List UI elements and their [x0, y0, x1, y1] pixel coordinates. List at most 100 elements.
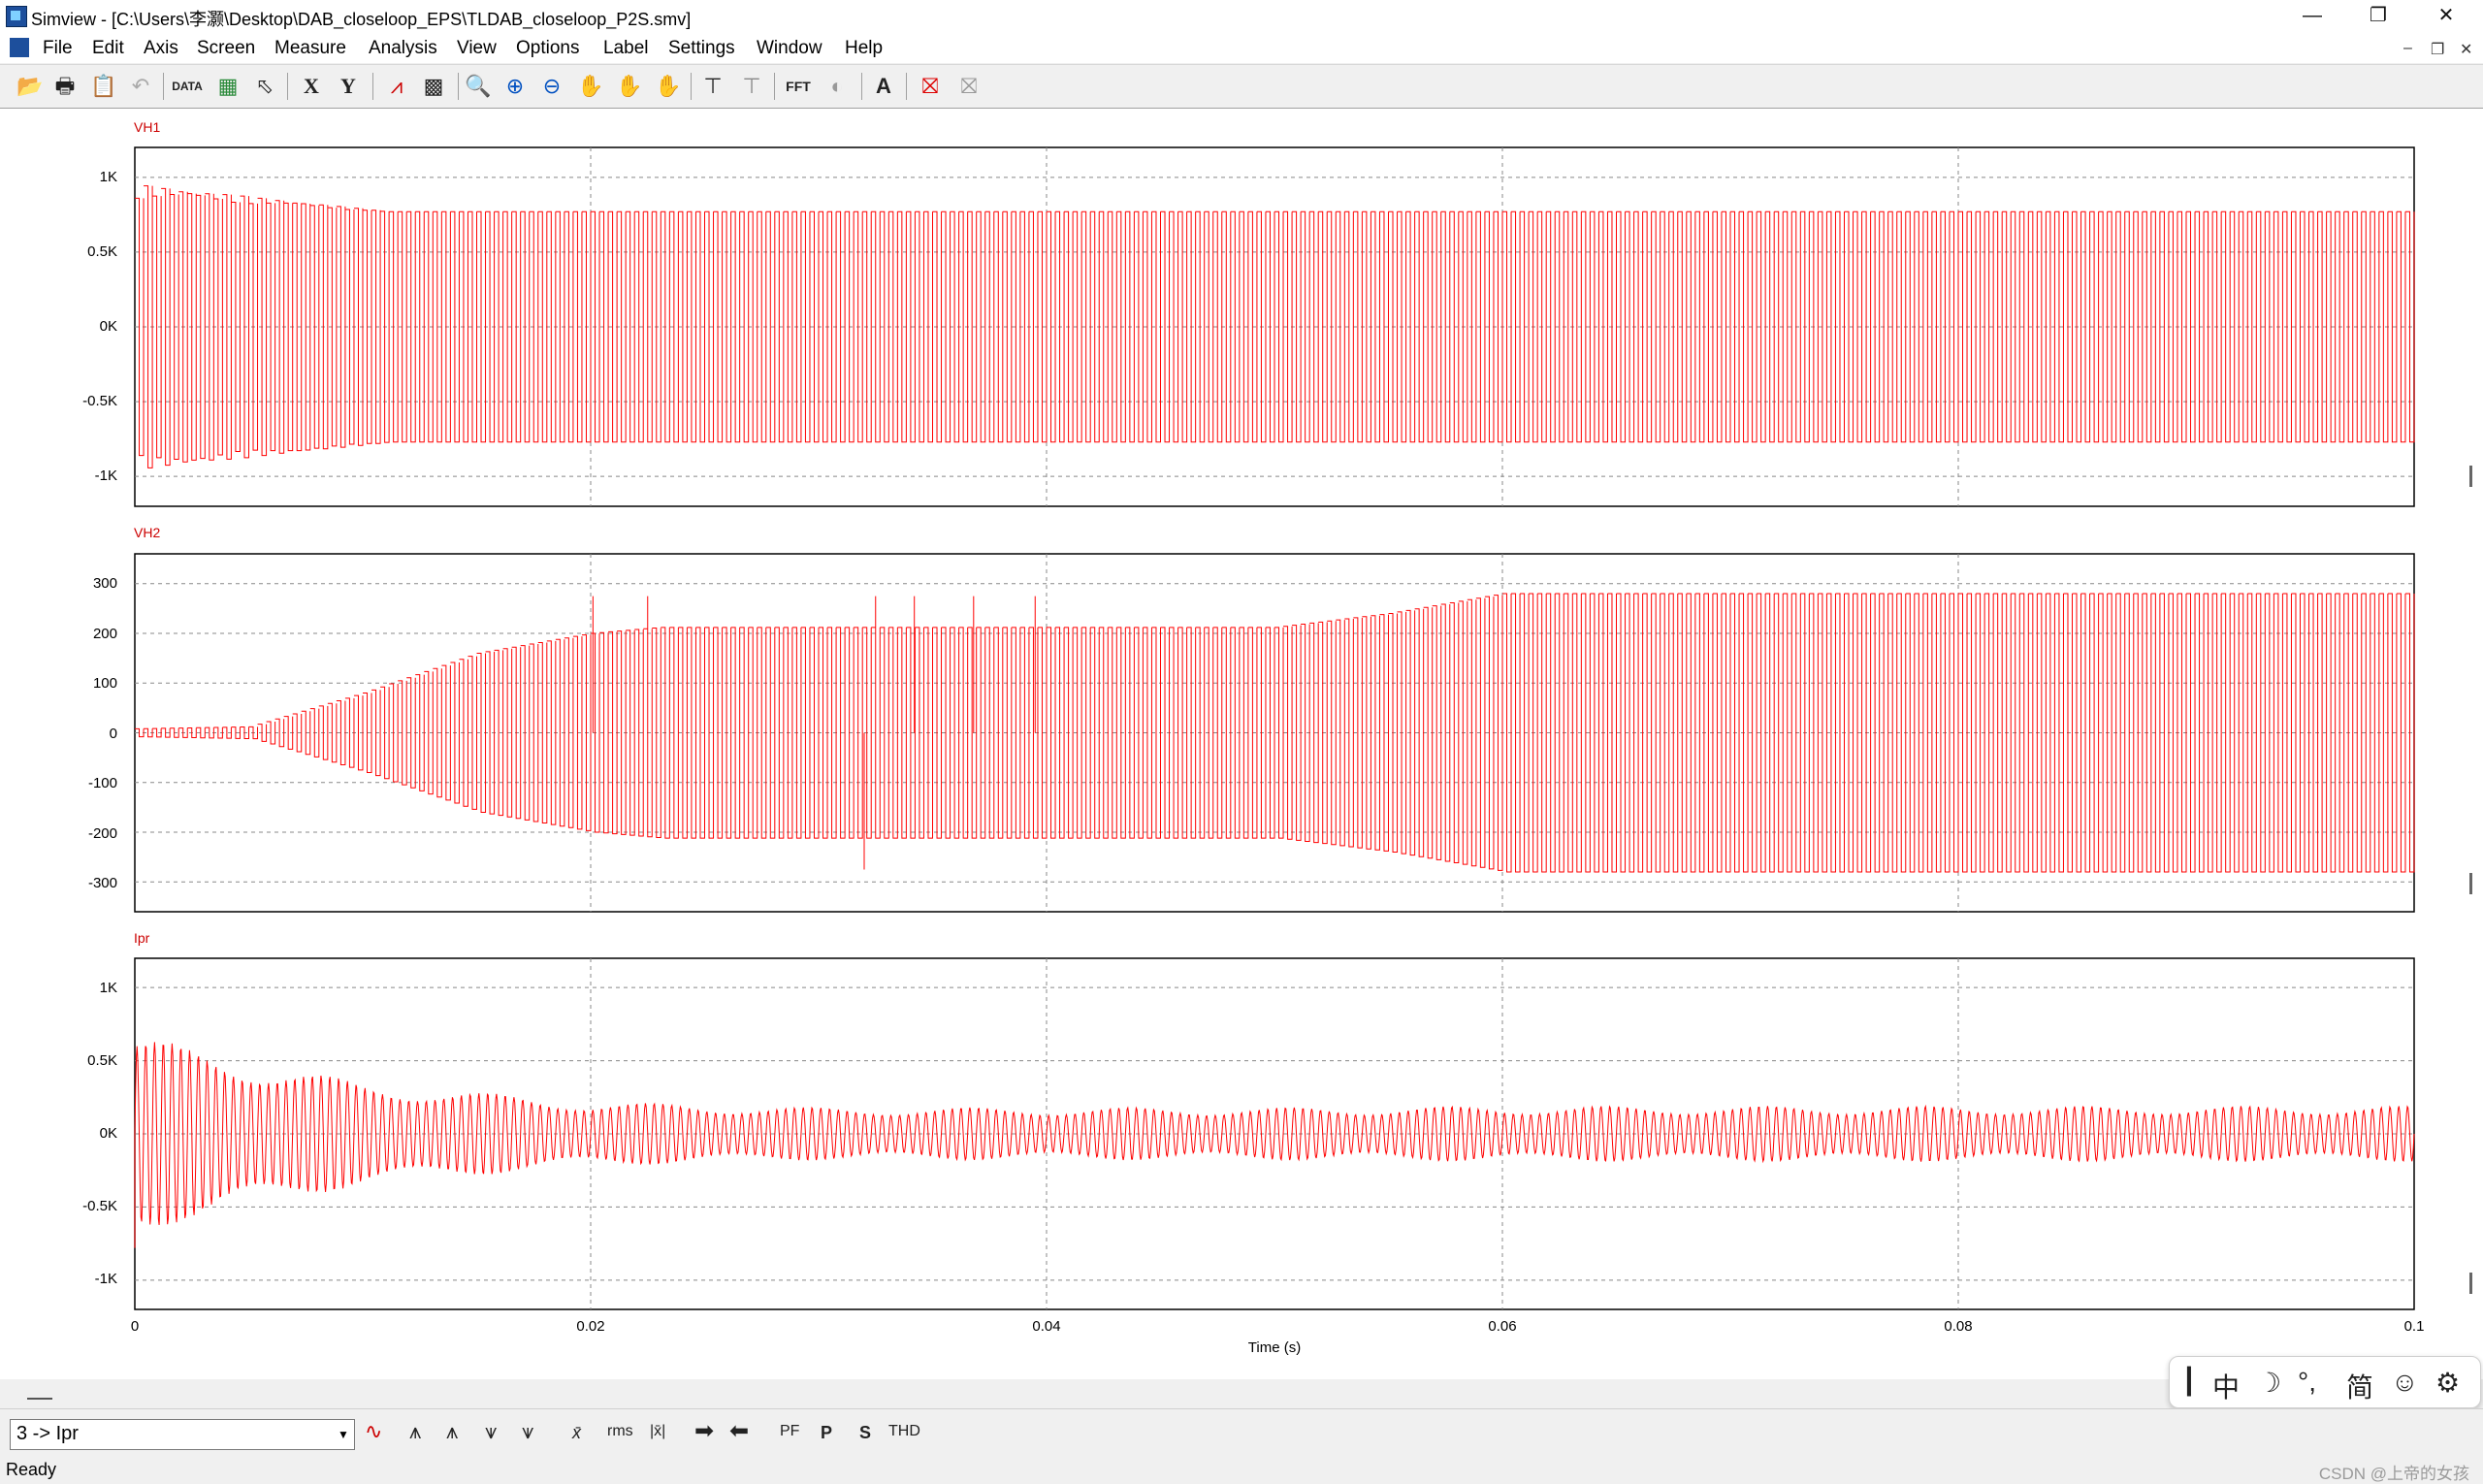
menu-view[interactable]: View: [457, 38, 497, 58]
plot-area: VH1 1K 0.5K 0K -0.5K -1K VH2 300 200 100…: [0, 109, 2483, 1379]
menu-window[interactable]: Window: [757, 38, 822, 58]
close-button[interactable]: ✕: [2437, 5, 2455, 26]
toolbar-separator: [906, 73, 907, 100]
curve-select-value: 3 -> Ipr: [16, 1423, 79, 1444]
p-button[interactable]: P: [821, 1423, 833, 1442]
moon-icon[interactable]: ☽: [2257, 1368, 2282, 1398]
marker-icon[interactable]: ⛝: [921, 74, 939, 98]
ime-chinese-toggle[interactable]: 中: [2212, 1372, 2241, 1403]
open-icon[interactable]: 📂: [16, 74, 44, 98]
panel-title: Ipr: [134, 930, 150, 946]
gear-icon[interactable]: ⚙: [2435, 1368, 2461, 1398]
y-tick-labels: 300 200 100 0 -100 -200 -300: [88, 575, 117, 891]
x-tick-label: 0: [131, 1318, 139, 1335]
rms-button[interactable]: rms: [607, 1423, 633, 1439]
print-icon[interactable]: 🖶: [54, 74, 76, 98]
menu-help[interactable]: Help: [845, 38, 884, 58]
edit-icon[interactable]: ⬁: [255, 74, 274, 98]
pan-icon[interactable]: ✋: [577, 74, 604, 98]
toolbar-separator: [458, 73, 459, 100]
mdi-close-button[interactable]: ✕: [2460, 42, 2473, 58]
menu-measure[interactable]: Measure: [274, 38, 346, 58]
s-button[interactable]: S: [859, 1423, 872, 1442]
paste-icon[interactable]: 📋: [90, 74, 117, 98]
zoom-icon[interactable]: 🔍: [465, 74, 492, 98]
arrow-left-icon[interactable]: ⬅: [729, 1418, 750, 1444]
minimize-button[interactable]: —: [2303, 5, 2322, 26]
mdi-restore-button[interactable]: ❐: [2431, 42, 2445, 58]
plot-icon[interactable]: ▦: [217, 74, 239, 98]
menu-options[interactable]: Options: [516, 38, 580, 58]
document-icon[interactable]: [10, 38, 29, 57]
valley-icon[interactable]: ⩛: [522, 1419, 534, 1443]
waveform-plots: VH1 1K 0.5K 0K -0.5K -1K VH2 300 200 100…: [82, 119, 2425, 1356]
x-tick-labels: 0 0.02 0.04 0.06 0.08 0.1: [131, 1318, 2425, 1335]
y-tick-label: -0.5K: [82, 393, 117, 409]
splitter-handle[interactable]: [27, 1398, 52, 1400]
cursor-icon[interactable]: ⊤: [703, 74, 723, 98]
toolbar-separator: [372, 73, 373, 100]
emoji-icon[interactable]: ☺: [2391, 1367, 2419, 1397]
toolbar-separator: [861, 73, 862, 100]
undo-icon[interactable]: ↶: [131, 74, 150, 98]
scroll-handle[interactable]: [2469, 466, 2472, 487]
ime-simplified-toggle[interactable]: 简: [2346, 1372, 2374, 1403]
x-axis-icon[interactable]: X: [304, 74, 319, 98]
min-icon[interactable]: ⩛: [485, 1419, 498, 1443]
marker2-icon[interactable]: ⛝: [960, 74, 978, 98]
curve-icon[interactable]: ⩘: [390, 74, 403, 98]
y-tick-label: 1K: [100, 169, 117, 185]
cursor2-icon[interactable]: ⊤: [742, 74, 761, 98]
y-tick-label: 0K: [100, 1125, 117, 1142]
pan-right-icon[interactable]: ✋: [616, 74, 643, 98]
menu-screen[interactable]: Screen: [197, 38, 256, 58]
screen-icon[interactable]: ▩: [423, 74, 444, 98]
ime-grip[interactable]: ┃: [2181, 1367, 2197, 1396]
pf-button[interactable]: PF: [780, 1423, 800, 1439]
data-icon[interactable]: DATA: [172, 80, 203, 93]
restore-button[interactable]: ❐: [2370, 5, 2387, 26]
menu-label[interactable]: Label: [603, 38, 649, 58]
y-tick-label: -200: [88, 825, 117, 842]
menu-axis[interactable]: Axis: [144, 38, 178, 58]
thd-button[interactable]: THD: [888, 1423, 920, 1439]
y-tick-label: 0.5K: [87, 243, 117, 260]
arrow-right-icon[interactable]: ➡: [694, 1418, 715, 1444]
menu-analysis[interactable]: Analysis: [369, 38, 437, 58]
y-tick-labels: 1K 0.5K 0K -0.5K -1K: [82, 980, 117, 1287]
fft-icon[interactable]: FFT: [786, 79, 811, 94]
x-axis-label: Time (s): [1248, 1339, 1301, 1356]
mdi-minimize-button[interactable]: –: [2403, 40, 2412, 56]
panel-title: VH1: [134, 119, 160, 135]
title-bar: Simview - [C:\Users\李灏\Desktop\DAB_close…: [0, 0, 2483, 32]
chevron-down-icon[interactable]: ▼: [338, 1428, 349, 1441]
y-axis-icon[interactable]: Y: [340, 74, 356, 98]
waveform-icon[interactable]: ∿: [365, 1419, 383, 1443]
hand-icon[interactable]: ✋: [655, 74, 682, 98]
zoom-out-icon[interactable]: ⊖: [542, 74, 562, 98]
peak-icon[interactable]: ⩚: [446, 1419, 459, 1443]
scroll-handle[interactable]: [2469, 873, 2472, 894]
menu-settings[interactable]: Settings: [668, 38, 735, 58]
app-name: Simview: [31, 10, 97, 29]
punctuation-icon[interactable]: °,: [2298, 1367, 2316, 1397]
max-icon[interactable]: ⩚: [409, 1419, 422, 1443]
text-icon[interactable]: A: [876, 74, 891, 98]
circle-icon[interactable]: ◐: [830, 74, 844, 98]
zoom-in-icon[interactable]: ⊕: [505, 74, 525, 98]
y-tick-label: 200: [93, 626, 117, 642]
abs-average-icon[interactable]: |x̄|: [650, 1423, 666, 1439]
menu-file[interactable]: File: [43, 38, 73, 58]
status-bar: Ready CSDN @上帝的女孩: [0, 1457, 2483, 1483]
measure-bar: 3 -> Ipr ▼ ∿ ⩚ ⩚ ⩛ ⩛ x̄ rms |x̄| ➡ ⬅ PF …: [0, 1398, 2483, 1458]
menu-edit[interactable]: Edit: [92, 38, 124, 58]
average-icon[interactable]: x̄: [572, 1423, 581, 1442]
toolbar-separator: [691, 73, 692, 100]
toolbar-separator: [163, 73, 164, 100]
y-tick-label: -0.5K: [82, 1198, 117, 1214]
scroll-handle[interactable]: [2469, 1273, 2472, 1294]
curve-select[interactable]: 3 -> Ipr ▼: [10, 1419, 355, 1450]
y-tick-label: 0: [110, 726, 117, 742]
y-tick-label: -100: [88, 775, 117, 791]
y-tick-label: -300: [88, 875, 117, 891]
